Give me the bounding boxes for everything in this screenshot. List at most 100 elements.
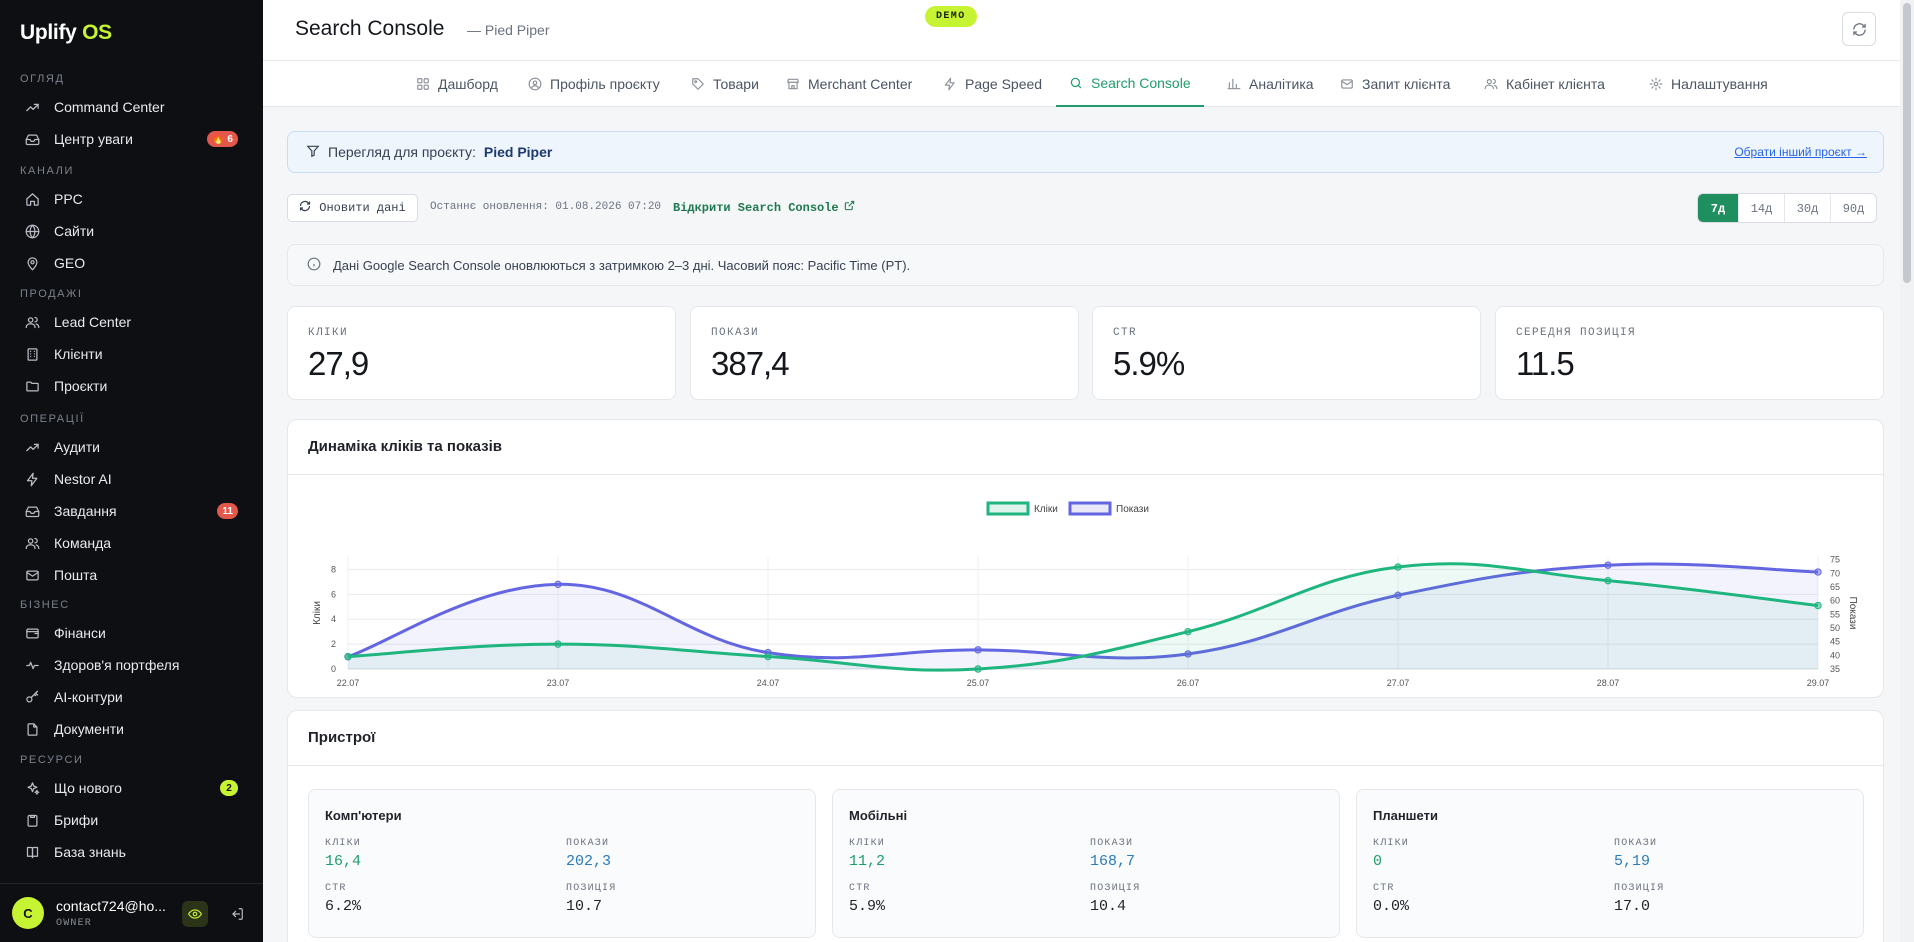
x-tick-label: 25.07: [967, 678, 990, 688]
users-icon: [1484, 77, 1498, 91]
sidebar-item-folder[interactable]: Проєкти: [14, 372, 250, 400]
metric-label: ПОЗИЦІЯ: [1614, 883, 1665, 894]
sidebar-item-clipboard[interactable]: Брифи: [14, 806, 250, 834]
data-point: [974, 646, 982, 654]
sidebar-section-label: КАНАЛИ: [20, 165, 74, 177]
sidebar-item-bolt[interactable]: Nestor AI: [14, 465, 250, 493]
open-search-console-link[interactable]: Відкрити Search Console: [673, 200, 855, 215]
sidebar-item-label: Сайти: [54, 223, 95, 239]
sidebar-item-label: Пошта: [54, 567, 98, 583]
data-point: [764, 652, 772, 661]
tab-label: Запит клієнта: [1362, 76, 1451, 92]
device-impressions: ПОКАЗИ 5,19: [1614, 838, 1657, 870]
page-scrollbar[interactable]: [1900, 0, 1914, 942]
kpi-label: КЛІКИ: [308, 327, 349, 339]
period-selector: 7д 14д 30д 90д: [1697, 193, 1877, 223]
demo-badge: DEMO: [925, 6, 977, 27]
period-option[interactable]: 90д: [1830, 194, 1876, 222]
sidebar-item-users[interactable]: Команда: [14, 529, 250, 557]
sidebar-item-globe[interactable]: Сайти: [14, 217, 250, 245]
data-point: [974, 665, 982, 673]
sidebar-item-mail[interactable]: Пошта: [14, 561, 250, 589]
building-icon: [24, 346, 40, 362]
sidebar-item-inbox[interactable]: Завдання 11: [14, 497, 250, 525]
x-tick-label: 22.07: [337, 678, 360, 688]
logout-icon[interactable]: [226, 901, 248, 927]
external-link-icon: [844, 200, 855, 215]
banner-project-name: Pied Piper: [483, 144, 553, 160]
sidebar-item-sparkles[interactable]: Що нового 2: [14, 774, 250, 802]
series-line-clicks: [347, 562, 1819, 672]
scrollbar-thumb[interactable]: [1903, 3, 1911, 283]
sidebar-item-location-pin[interactable]: GEO: [14, 249, 250, 277]
metric-label: CTR: [1373, 883, 1395, 894]
kpi-value: 5.9%: [1113, 345, 1185, 382]
metric-label: КЛІКИ: [1373, 838, 1410, 849]
sidebar-item-pulse[interactable]: Здоров'я портфеля: [14, 651, 250, 679]
user-panel: C contact724@ho... OWNER: [0, 883, 263, 942]
sidebar-item-label: GEO: [54, 255, 86, 271]
sidebar-item-inbox[interactable]: Центр уваги 🔥 6: [14, 125, 250, 153]
count-badge: 11: [217, 503, 238, 519]
refresh-data-button[interactable]: Оновити дані: [287, 194, 418, 222]
tab-bolt[interactable]: Page Speed: [930, 61, 1055, 107]
tab-tag[interactable]: Товари: [678, 61, 772, 107]
project-banner: Перегляд для проєкту: Pied Piper Обрати …: [287, 131, 1884, 173]
y2-tick-label: 55: [1830, 609, 1840, 619]
tab-users[interactable]: Кабінет клієнта: [1471, 61, 1618, 107]
gear-icon: [1649, 77, 1663, 91]
tab-grid[interactable]: Дашборд: [403, 61, 511, 107]
sidebar-item-trending[interactable]: Аудити: [14, 433, 250, 461]
tab-store[interactable]: Merchant Center: [773, 61, 925, 107]
sidebar-item-home[interactable]: PPC: [14, 185, 250, 213]
data-point: [554, 640, 562, 648]
tab-gear[interactable]: Налаштування: [1636, 61, 1781, 107]
tab-user-circle[interactable]: Профіль проєкту: [515, 61, 673, 107]
home-icon: [24, 191, 40, 207]
period-option[interactable]: 14д: [1738, 194, 1784, 222]
sidebar-item-users[interactable]: Lead Center: [14, 308, 250, 336]
metric-label: КЛІКИ: [849, 838, 886, 849]
period-option[interactable]: 7д: [1698, 194, 1738, 222]
sidebar-item-label: Lead Center: [54, 314, 132, 330]
metric-label: ПОЗИЦІЯ: [566, 883, 617, 894]
tab-label: Дашборд: [438, 76, 498, 92]
sidebar-item-trending[interactable]: Command Center: [14, 93, 250, 121]
divider: [288, 474, 1883, 475]
wallet-icon: [24, 625, 40, 641]
device-position: ПОЗИЦІЯ 10.4: [1090, 883, 1140, 915]
refresh-icon[interactable]: [1842, 12, 1876, 46]
sidebar-item-book[interactable]: База знань: [14, 838, 250, 866]
y-tick-label: 8: [331, 564, 336, 574]
sidebar-item-key[interactable]: AI-контури: [14, 683, 250, 711]
sidebar-item-building[interactable]: Клієнти: [14, 340, 250, 368]
tab-search[interactable]: Search Console: [1056, 61, 1204, 107]
device-ctr: CTR 5.9%: [849, 883, 885, 915]
page-subtitle: — Pied Piper: [467, 22, 550, 38]
sidebar-item-wallet[interactable]: Фінанси: [14, 619, 250, 647]
tab-mail[interactable]: Запит клієнта: [1327, 61, 1463, 107]
sidebar-item-label: Центр уваги: [54, 131, 133, 147]
divider: [288, 765, 1883, 766]
x-tick-label: 29.07: [1807, 678, 1830, 688]
period-option[interactable]: 30д: [1784, 194, 1830, 222]
device-name: Комп'ютери: [325, 808, 402, 823]
tab-bar-chart[interactable]: Аналітика: [1214, 61, 1327, 107]
store-icon: [786, 77, 800, 91]
app-logo[interactable]: Uplify OS: [20, 21, 112, 44]
device-card: Комп'ютери КЛІКИ 16,4 ПОКАЗИ 202,3 CTR 6.2% ПОЗ…: [308, 789, 816, 938]
user-email: contact724@ho...: [56, 898, 166, 914]
eye-icon[interactable]: [182, 901, 208, 927]
sidebar-item-label: Здоров'я портфеля: [54, 657, 180, 673]
tab-label: Налаштування: [1671, 76, 1768, 92]
user-circle-icon: [528, 77, 542, 91]
metric-value: 10.7: [566, 898, 603, 915]
avatar[interactable]: C: [12, 897, 44, 929]
change-project-link[interactable]: Обрати інший проєкт →: [1734, 145, 1867, 159]
metric-label: ПОКАЗИ: [566, 838, 610, 849]
kpi-value: 27,9: [308, 345, 369, 382]
sidebar-section-label: БІЗНЕС: [20, 599, 70, 611]
device-ctr: CTR 0.0%: [1373, 883, 1409, 915]
trending-icon: [24, 439, 40, 455]
sidebar-item-file[interactable]: Документи: [14, 715, 250, 743]
